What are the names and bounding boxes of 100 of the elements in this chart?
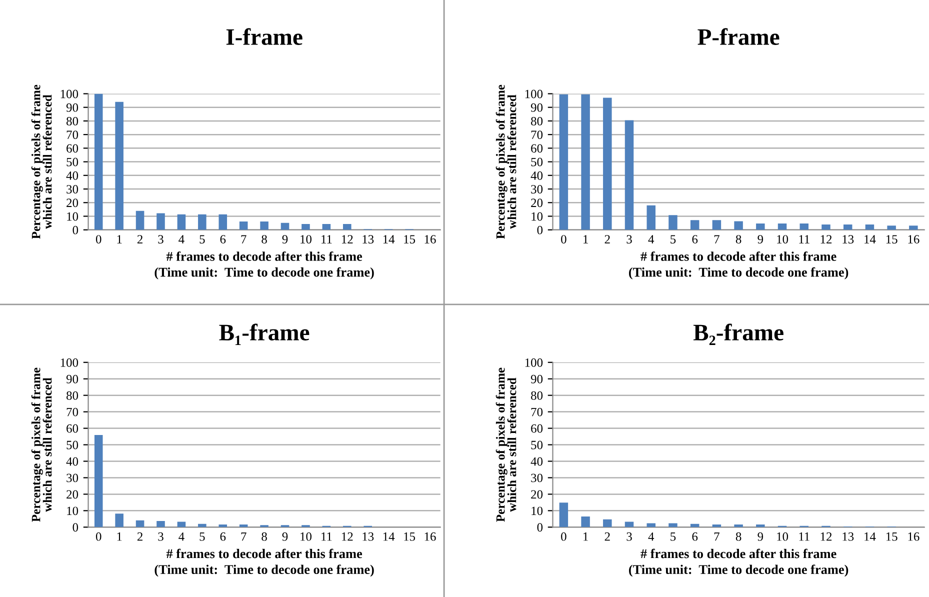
bar <box>218 524 228 528</box>
y-tick-label: 10 <box>532 212 543 221</box>
y-tick-label: 80 <box>531 116 543 126</box>
x-tick-label: 11 <box>799 532 810 541</box>
y-tick-label: 20 <box>66 490 78 499</box>
x-tick-label: 4 <box>178 235 184 244</box>
bar <box>887 226 896 230</box>
bar <box>624 120 634 230</box>
x-tick-label: 15 <box>404 235 416 244</box>
x-tick-label: 10 <box>300 532 312 541</box>
x-tick-label: 1 <box>117 532 122 541</box>
bar <box>690 220 700 230</box>
bar <box>136 210 144 230</box>
bar <box>909 226 918 230</box>
x-tick-label: 5 <box>670 532 676 541</box>
y-axis-title: Percentage of pixels of frame which are still referenced <box>31 84 52 239</box>
x-tick-label: 8 <box>736 235 742 244</box>
bar <box>115 514 124 528</box>
x-tick-label: 5 <box>670 235 676 244</box>
x-tick-label: 7 <box>241 235 246 244</box>
x-tick-label: 14 <box>864 235 876 244</box>
bar <box>343 224 352 230</box>
x-tick-label: 7 <box>714 532 720 541</box>
bar <box>778 223 787 230</box>
x-axis-title: # frames to decode after this frame (Time unit: Time to decode one frame) <box>154 548 374 577</box>
x-tick-label: 8 <box>736 532 742 541</box>
x-tick-label: 13 <box>362 235 374 244</box>
y-axis-title: Percentage of pixels of frame which are still referenced <box>496 84 516 239</box>
bar <box>115 102 124 230</box>
bar <box>156 521 165 528</box>
bar <box>843 224 852 230</box>
y-tick-label: 80 <box>531 391 543 400</box>
chart-title: I-frame <box>226 28 302 46</box>
y-tick-label: 60 <box>531 144 543 153</box>
y-tick-label: 70 <box>531 130 543 140</box>
chart-title: B₂-frame <box>693 324 784 346</box>
y-tick-label: 30 <box>66 185 78 194</box>
y-tick-label: 30 <box>66 474 78 482</box>
x-tick-label: 10 <box>777 235 788 244</box>
x-tick-label: 11 <box>322 532 332 541</box>
y-tick-label: 0 <box>537 523 543 532</box>
y-tick-label: 80 <box>66 391 78 400</box>
bar <box>581 516 590 528</box>
bar <box>239 222 248 230</box>
x-tick-label: 2 <box>604 532 610 541</box>
y-tick-label: 0 <box>72 226 78 234</box>
x-tick-label: 10 <box>300 235 312 244</box>
x-tick-label: 6 <box>220 532 226 541</box>
x-tick-label: 6 <box>692 532 698 541</box>
x-tick-label: 10 <box>777 532 788 541</box>
bar <box>322 224 331 230</box>
bar <box>559 94 568 230</box>
bar <box>94 94 103 230</box>
bar <box>668 215 678 230</box>
bar <box>822 224 830 230</box>
x-tick-label: 3 <box>158 532 164 541</box>
x-tick-label: 0 <box>561 235 566 244</box>
x-tick-label: 4 <box>648 235 654 244</box>
x-tick-label: 2 <box>137 532 142 541</box>
bar <box>800 223 809 230</box>
x-tick-label: 12 <box>342 235 353 244</box>
x-tick-label: 14 <box>383 532 395 541</box>
y-tick-label: 60 <box>531 424 543 433</box>
x-tick-label: 16 <box>908 532 920 541</box>
x-tick-label: 5 <box>200 235 205 244</box>
bar <box>646 523 656 528</box>
bar <box>603 519 612 528</box>
x-tick-label: 0 <box>96 235 102 244</box>
x-tick-label: 2 <box>137 235 142 244</box>
x-axis-title: # frames to decode after this frame (Time unit: Time to decode one frame) <box>154 251 374 280</box>
x-tick-label: 13 <box>842 532 854 541</box>
y-tick-label: 50 <box>66 440 78 450</box>
bar <box>756 223 765 230</box>
y-tick-label: 50 <box>531 158 543 166</box>
x-tick-label: 6 <box>692 235 698 244</box>
x-tick-label: 7 <box>714 235 720 244</box>
y-tick-label: 60 <box>66 144 78 153</box>
y-tick-label: 40 <box>66 171 78 180</box>
y-axis-title: Percentage of pixels of frame which are still referenced <box>496 368 516 522</box>
x-tick-label: 14 <box>864 532 876 541</box>
x-tick-label: 14 <box>383 235 395 244</box>
bar <box>136 520 144 528</box>
y-tick-label: 90 <box>66 374 78 384</box>
x-tick-label: 3 <box>626 532 632 541</box>
y-tick-label: 10 <box>532 506 543 516</box>
y-tick-label: 30 <box>531 474 543 482</box>
bar <box>865 224 874 230</box>
bar <box>581 94 590 230</box>
x-tick-label: 5 <box>200 532 205 541</box>
x-tick-label: 1 <box>584 532 588 541</box>
bar <box>668 523 678 528</box>
bar <box>94 435 103 528</box>
bar <box>734 221 743 230</box>
x-tick-label: 8 <box>262 235 267 244</box>
bar <box>302 224 310 230</box>
x-tick-label: 0 <box>561 532 566 541</box>
y-tick-label: 70 <box>66 408 78 416</box>
y-tick-label: 0 <box>72 523 78 532</box>
bar <box>260 222 268 230</box>
y-tick-label: 20 <box>531 490 543 499</box>
